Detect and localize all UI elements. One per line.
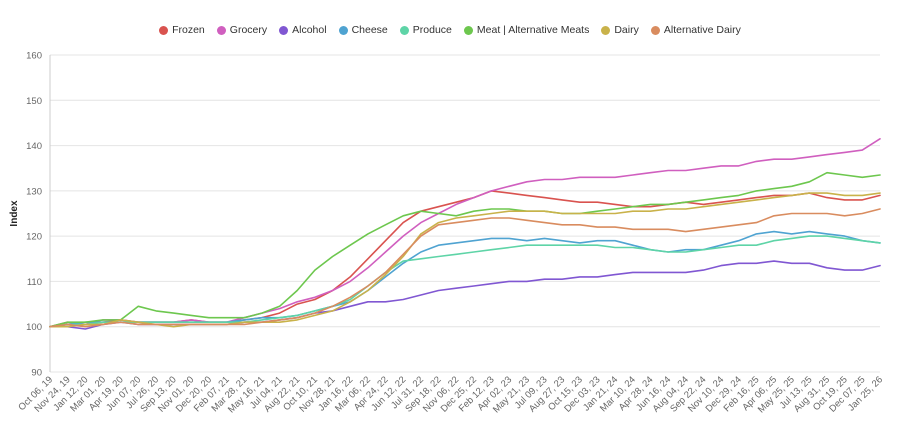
- legend-item-alternative-dairy[interactable]: Alternative Dairy: [650, 24, 741, 36]
- legend-swatch: [650, 25, 660, 35]
- legend-label: Alternative Dairy: [663, 24, 741, 36]
- legend-label: Grocery: [229, 24, 268, 36]
- y-tick-label: 120: [26, 232, 42, 243]
- legend-label: Produce: [412, 24, 452, 36]
- legend-swatch: [216, 25, 226, 35]
- legend-item-dairy[interactable]: Dairy: [601, 24, 639, 36]
- y-tick-label: 90: [31, 368, 42, 379]
- legend-swatch: [159, 25, 169, 35]
- legend-item-cheese[interactable]: Cheese: [338, 24, 388, 36]
- legend: Frozen Grocery Alcohol Cheese Produce Meat | …: [0, 24, 900, 36]
- series-line-meat-alternative-meats: [49, 171, 881, 328]
- legend-label: Alcohol: [292, 24, 327, 36]
- series-line-frozen: [49, 190, 881, 328]
- legend-item-meat-alternative-meats[interactable]: Meat | Alternative Meats: [463, 24, 590, 36]
- legend-label: Dairy: [614, 24, 639, 36]
- legend-swatch: [601, 25, 611, 35]
- y-tick-label: 150: [26, 96, 42, 107]
- series-line-alcohol: [49, 260, 881, 330]
- series-line-produce: [49, 235, 881, 328]
- legend-label: Meat | Alternative Meats: [476, 24, 590, 36]
- series-line-grocery: [49, 138, 881, 328]
- legend-swatch: [338, 25, 348, 35]
- y-tick-label: 130: [26, 186, 42, 197]
- legend-label: Frozen: [172, 24, 205, 36]
- legend-swatch: [463, 25, 473, 35]
- legend-item-alcohol[interactable]: Alcohol: [279, 24, 327, 36]
- y-tick-label: 140: [26, 141, 42, 152]
- legend-label: Cheese: [351, 24, 388, 36]
- legend-item-produce[interactable]: Produce: [399, 24, 452, 36]
- legend-swatch: [279, 25, 289, 35]
- y-tick-label: 110: [27, 277, 42, 288]
- y-tick-label: 160: [26, 51, 42, 62]
- y-tick-label: 100: [26, 322, 42, 333]
- series-line-alternative-dairy: [49, 208, 881, 328]
- legend-item-grocery[interactable]: Grocery: [216, 24, 268, 36]
- y-axis-title: Index: [9, 200, 20, 227]
- legend-swatch: [399, 25, 409, 35]
- legend-item-frozen[interactable]: Frozen: [159, 24, 205, 36]
